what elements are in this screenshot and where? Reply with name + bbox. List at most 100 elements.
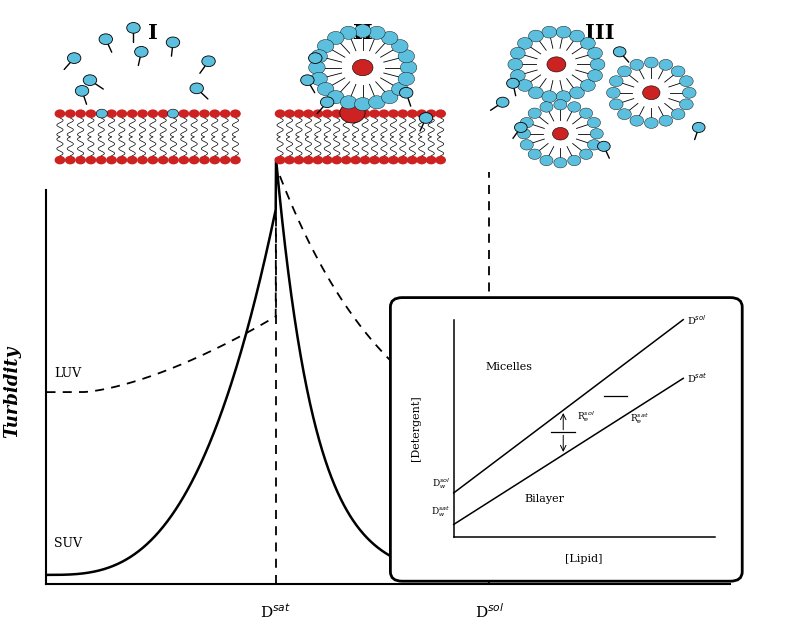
Circle shape	[178, 110, 189, 118]
Circle shape	[55, 156, 65, 165]
Text: [Detergent]: [Detergent]	[412, 396, 421, 461]
Circle shape	[355, 25, 371, 37]
Circle shape	[426, 110, 436, 118]
Text: R$_e^{sol}$: R$_e^{sol}$	[577, 409, 595, 424]
Circle shape	[508, 58, 523, 70]
Circle shape	[542, 26, 556, 38]
Circle shape	[607, 87, 620, 98]
Circle shape	[580, 80, 595, 91]
Circle shape	[96, 156, 107, 165]
Circle shape	[388, 156, 399, 165]
Circle shape	[138, 110, 148, 118]
Circle shape	[86, 110, 96, 118]
Circle shape	[147, 156, 158, 165]
Circle shape	[580, 37, 595, 49]
Circle shape	[682, 87, 696, 98]
Text: SUV: SUV	[54, 537, 83, 550]
Circle shape	[369, 96, 385, 109]
Circle shape	[355, 97, 371, 111]
Circle shape	[588, 118, 600, 128]
Circle shape	[382, 91, 398, 104]
Circle shape	[166, 37, 180, 47]
Circle shape	[588, 70, 603, 82]
Circle shape	[188, 156, 200, 165]
Text: LUV: LUV	[54, 367, 82, 380]
Circle shape	[219, 156, 231, 165]
Circle shape	[398, 49, 414, 63]
Text: D$^{sol}$: D$^{sol}$	[687, 313, 707, 327]
Circle shape	[68, 53, 81, 63]
Circle shape	[518, 80, 533, 91]
Circle shape	[598, 141, 611, 151]
Circle shape	[168, 156, 179, 165]
Text: Bilayer: Bilayer	[525, 494, 564, 505]
Text: II: II	[353, 23, 373, 44]
Circle shape	[168, 110, 179, 118]
Circle shape	[134, 46, 148, 57]
Circle shape	[514, 122, 527, 132]
Circle shape	[618, 109, 631, 120]
Circle shape	[275, 156, 285, 165]
Text: Turbidity: Turbidity	[3, 346, 21, 438]
Circle shape	[529, 87, 543, 99]
Circle shape	[168, 109, 179, 118]
Circle shape	[317, 39, 334, 53]
Circle shape	[359, 110, 370, 118]
Circle shape	[554, 99, 567, 110]
Circle shape	[199, 110, 210, 118]
Circle shape	[369, 110, 380, 118]
Circle shape	[117, 110, 127, 118]
Circle shape	[642, 86, 660, 100]
Circle shape	[55, 110, 65, 118]
Circle shape	[369, 156, 380, 165]
Circle shape	[352, 60, 373, 76]
Circle shape	[569, 30, 584, 42]
Circle shape	[96, 110, 107, 118]
Circle shape	[322, 156, 332, 165]
Circle shape	[378, 156, 390, 165]
Circle shape	[426, 156, 436, 165]
Text: D$^{sol}$: D$^{sol}$	[475, 602, 504, 621]
Circle shape	[671, 109, 685, 120]
Circle shape	[332, 110, 342, 118]
Circle shape	[293, 110, 304, 118]
FancyBboxPatch shape	[390, 298, 743, 581]
Circle shape	[398, 110, 408, 118]
Circle shape	[659, 60, 673, 70]
Circle shape	[188, 110, 200, 118]
Circle shape	[157, 156, 169, 165]
Circle shape	[157, 110, 169, 118]
Circle shape	[351, 156, 361, 165]
Circle shape	[401, 61, 417, 74]
Circle shape	[680, 76, 693, 87]
Circle shape	[610, 99, 623, 110]
Text: Micelles: Micelles	[485, 363, 533, 372]
Text: D$_w^{sat}$: D$_w^{sat}$	[432, 505, 451, 519]
Circle shape	[293, 156, 304, 165]
Circle shape	[588, 140, 600, 150]
Circle shape	[230, 156, 241, 165]
Circle shape	[407, 110, 417, 118]
Circle shape	[301, 75, 314, 85]
Circle shape	[107, 110, 117, 118]
Circle shape	[382, 32, 398, 44]
Circle shape	[340, 26, 357, 39]
Circle shape	[96, 109, 107, 118]
Text: [Lipid]: [Lipid]	[565, 554, 603, 564]
Circle shape	[117, 156, 127, 165]
Circle shape	[127, 110, 138, 118]
Circle shape	[284, 110, 295, 118]
Circle shape	[76, 110, 86, 118]
Circle shape	[614, 47, 626, 57]
Circle shape	[542, 91, 556, 103]
Circle shape	[76, 156, 86, 165]
Circle shape	[312, 110, 324, 118]
Circle shape	[417, 156, 427, 165]
Text: D$_w^{sol}$: D$_w^{sol}$	[432, 476, 451, 491]
Circle shape	[308, 53, 322, 63]
Text: I: I	[149, 23, 158, 44]
Circle shape	[580, 108, 592, 118]
Circle shape	[275, 110, 285, 118]
Circle shape	[392, 39, 408, 53]
Circle shape	[303, 156, 314, 165]
